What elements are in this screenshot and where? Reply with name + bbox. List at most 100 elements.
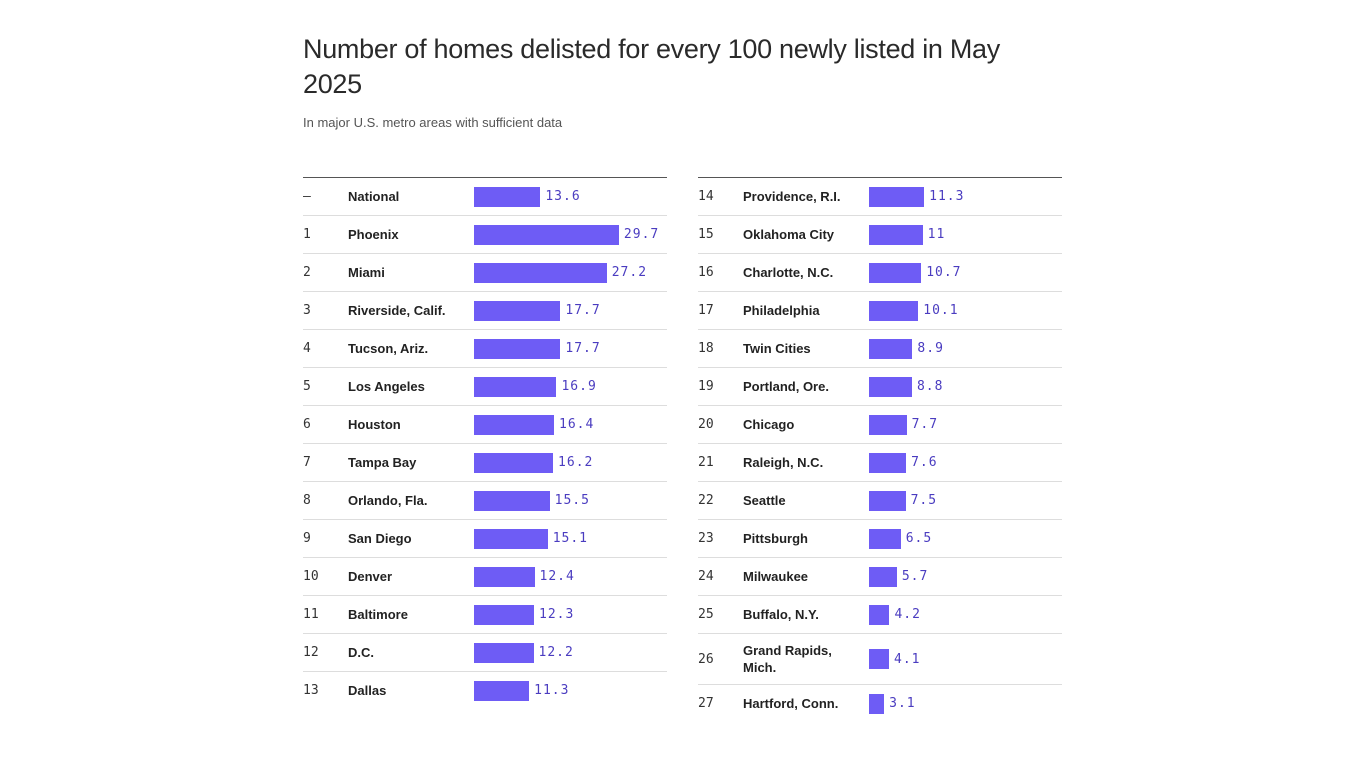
bar — [474, 452, 554, 473]
rank: 13 — [303, 683, 319, 698]
metro-name: National — [348, 189, 400, 204]
table-row: 8 Orlando, Fla. 15.5 — [303, 482, 667, 520]
value-label: 10.7 — [926, 265, 962, 280]
value-label: 7.7 — [911, 417, 939, 432]
table-row: 15 Oklahoma City 11 — [698, 216, 1062, 254]
bar — [869, 414, 907, 435]
value-label: 8.9 — [917, 341, 944, 356]
table-row: 13 Dallas 11.3 — [303, 672, 667, 709]
rank: 24 — [698, 569, 714, 584]
bar — [869, 693, 885, 714]
rank: 16 — [698, 265, 714, 280]
metro-name: San Diego — [348, 531, 412, 546]
table-row: 27 Hartford, Conn. 3.1 — [698, 685, 1062, 722]
table-row: 23 Pittsburgh 6.5 — [698, 520, 1062, 558]
rank: 20 — [698, 417, 714, 432]
metro-name: Seattle — [743, 493, 786, 508]
rank: – — [303, 189, 311, 204]
rank: 14 — [698, 189, 714, 204]
value-label: 3.1 — [889, 696, 916, 711]
metro-name: Baltimore — [348, 607, 408, 622]
rank: 25 — [698, 607, 714, 622]
bar — [474, 566, 535, 587]
bar — [869, 649, 889, 669]
table-row: 14 Providence, R.I. 11.3 — [698, 178, 1062, 216]
bar — [474, 414, 555, 435]
chart-title: Number of homes delisted for every 100 n… — [303, 34, 1000, 99]
table-row: 19 Portland, Ore. 8.8 — [698, 368, 1062, 406]
bar — [474, 300, 561, 321]
table-row: 26 Grand Rapids, Mich. 4.1 — [698, 634, 1062, 685]
bar — [474, 338, 561, 359]
metro-name: Riverside, Calif. — [348, 303, 446, 318]
rank: 2 — [303, 265, 311, 280]
table-row: 7 Tampa Bay 16.2 — [303, 444, 667, 482]
bar — [474, 376, 557, 397]
value-label: 12.3 — [539, 607, 575, 622]
table-row: 9 San Diego 15.1 — [303, 520, 667, 558]
value-label: 29.7 — [623, 227, 660, 242]
metro-name: Phoenix — [348, 227, 399, 242]
metro-name: Oklahoma City — [743, 227, 835, 242]
value-label: 5.7 — [901, 569, 929, 584]
rank: 4 — [303, 341, 311, 356]
rank: 26 — [698, 651, 714, 667]
bar — [869, 262, 922, 283]
value-label: 4.2 — [894, 607, 921, 622]
table-row: 11 Baltimore 12.3 — [303, 596, 667, 634]
value-label: 7.6 — [911, 455, 938, 470]
metro-name: Orlando, Fla. — [348, 493, 428, 508]
bar — [869, 452, 907, 473]
table-row: 3 Riverside, Calif. 17.7 — [303, 292, 667, 330]
metro-name: Charlotte, N.C. — [743, 265, 834, 280]
table-row: 2 Miami 27.2 — [303, 254, 667, 292]
rank: 23 — [698, 531, 714, 546]
table-row: 17 Philadelphia 10.1 — [698, 292, 1062, 330]
table-row: 5 Los Angeles 16.9 — [303, 368, 667, 406]
rank: 21 — [698, 455, 714, 470]
chart-subtitle: In major U.S. metro areas with sufficien… — [303, 115, 563, 130]
value-label: 12.4 — [539, 569, 575, 584]
table-row: 25 Buffalo, N.Y. 4.2 — [698, 596, 1062, 634]
table-row: 12 D.C. 12.2 — [303, 634, 667, 672]
rank: 22 — [698, 493, 714, 508]
rank: 17 — [698, 303, 714, 318]
bar — [869, 604, 890, 625]
rank: 10 — [303, 569, 319, 584]
metro-name: Tampa Bay — [348, 455, 417, 470]
value-label: 16.9 — [561, 379, 597, 394]
metro-name: Chicago — [743, 417, 795, 432]
metro-name: Denver — [348, 569, 393, 584]
rank: 7 — [303, 455, 311, 470]
value-label: 10.1 — [923, 303, 959, 318]
value-label: 11 — [927, 227, 946, 242]
bar — [869, 300, 919, 321]
bar — [869, 490, 906, 511]
table-right: 14 Providence, R.I. 11.3 15 Oklahoma City 11 1… — [698, 177, 1062, 722]
bar — [474, 642, 534, 663]
metro-name: Twin Cities — [743, 341, 811, 356]
metro-name: Buffalo, N.Y. — [743, 607, 819, 622]
metro-name: D.C. — [348, 645, 374, 660]
metro-name: Portland, Ore. — [743, 379, 829, 394]
metro-name: Grand Rapids, Mich. — [743, 643, 832, 675]
value-label: 13.6 — [545, 189, 581, 204]
value-label: 8.8 — [916, 379, 944, 394]
table-row: 10 Denver 12.4 — [303, 558, 667, 596]
value-label: 11.3 — [534, 683, 570, 698]
metro-name: Milwaukee — [743, 569, 809, 584]
table-row: 4 Tucson, Ariz. 17.7 — [303, 330, 667, 368]
bar — [474, 224, 619, 245]
value-label: 6.5 — [905, 531, 933, 546]
rank: 9 — [303, 531, 311, 546]
table-row: 22 Seattle 7.5 — [698, 482, 1062, 520]
bar — [474, 262, 607, 283]
rank: 27 — [698, 696, 714, 711]
table-row: – National 13.6 — [303, 178, 667, 216]
table-row: 1 Phoenix 29.7 — [303, 216, 667, 254]
metro-name: Dallas — [348, 683, 387, 698]
rank: 12 — [303, 645, 319, 660]
bar — [869, 186, 925, 207]
value-label: 12.2 — [538, 645, 574, 660]
bar — [474, 680, 530, 701]
